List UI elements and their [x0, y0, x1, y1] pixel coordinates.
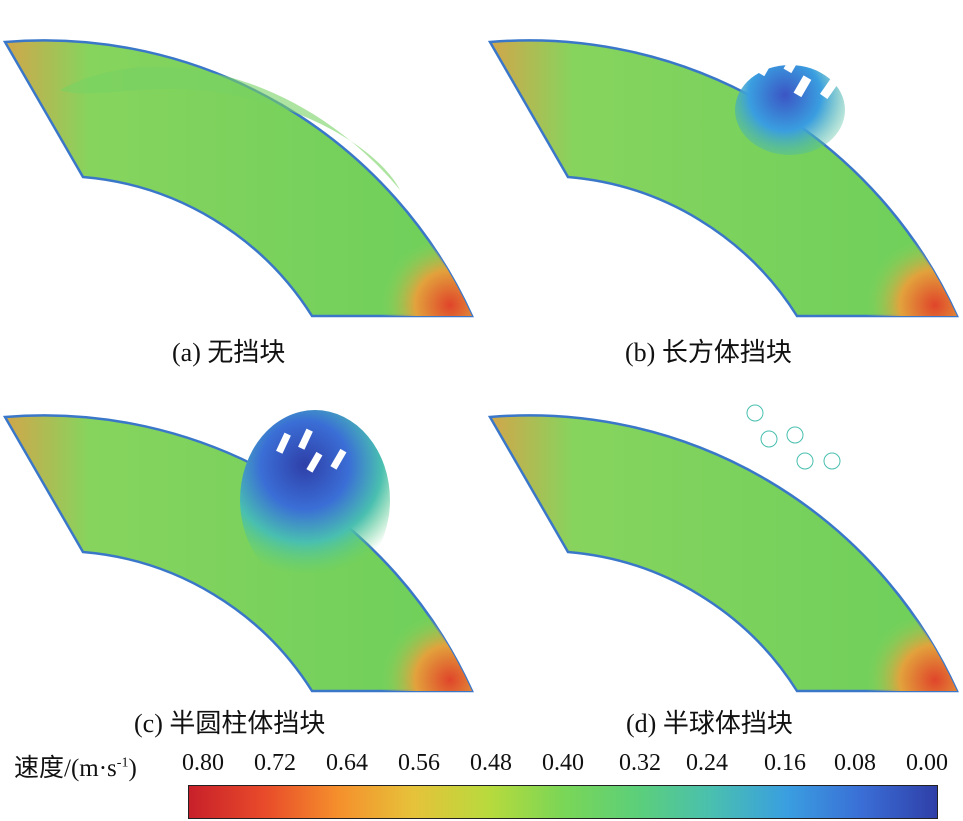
caption-c: (c) 半圆柱体挡块 [134, 709, 326, 738]
colorbar-title-main: 速度/(m·s [14, 755, 117, 782]
hemisphere-blockages [746, 404, 841, 470]
colorbar-tick: 0.32 [619, 750, 661, 776]
colorbar-tick: 0.24 [686, 750, 728, 776]
caption-a: (a) 无挡块 [172, 338, 286, 367]
colorbar-gradient [188, 785, 938, 819]
half-cylinder-blockages [260, 409, 347, 473]
caption-d: (d) 半球体挡块 [626, 709, 793, 738]
colorbar-tick: 0.80 [182, 750, 224, 776]
colorbar-tick: 0.48 [470, 750, 512, 776]
colorbar-tick: 0.08 [834, 750, 876, 776]
panel-d-contour [487, 404, 959, 693]
panel-a-contour [2, 39, 474, 318]
colorbar-title: 速度/(m·s-1) [14, 748, 137, 784]
colorbar-tick: 0.64 [326, 750, 368, 776]
colorbar-tick: 0.72 [254, 750, 296, 776]
colorbar-tick: 0.56 [398, 750, 440, 776]
colorbar-tick: 0.00 [906, 750, 948, 776]
colorbar-title-end: ) [128, 755, 137, 782]
panel-c-contour [2, 409, 474, 693]
colorbar-title-sup: -1 [116, 755, 129, 771]
colorbar-tick: 0.40 [542, 750, 584, 776]
panel-b-contour [487, 32, 959, 318]
caption-b: (b) 长方体挡块 [625, 338, 792, 367]
colorbar-tick: 0.16 [764, 750, 806, 776]
rectangular-blockages [738, 32, 839, 100]
